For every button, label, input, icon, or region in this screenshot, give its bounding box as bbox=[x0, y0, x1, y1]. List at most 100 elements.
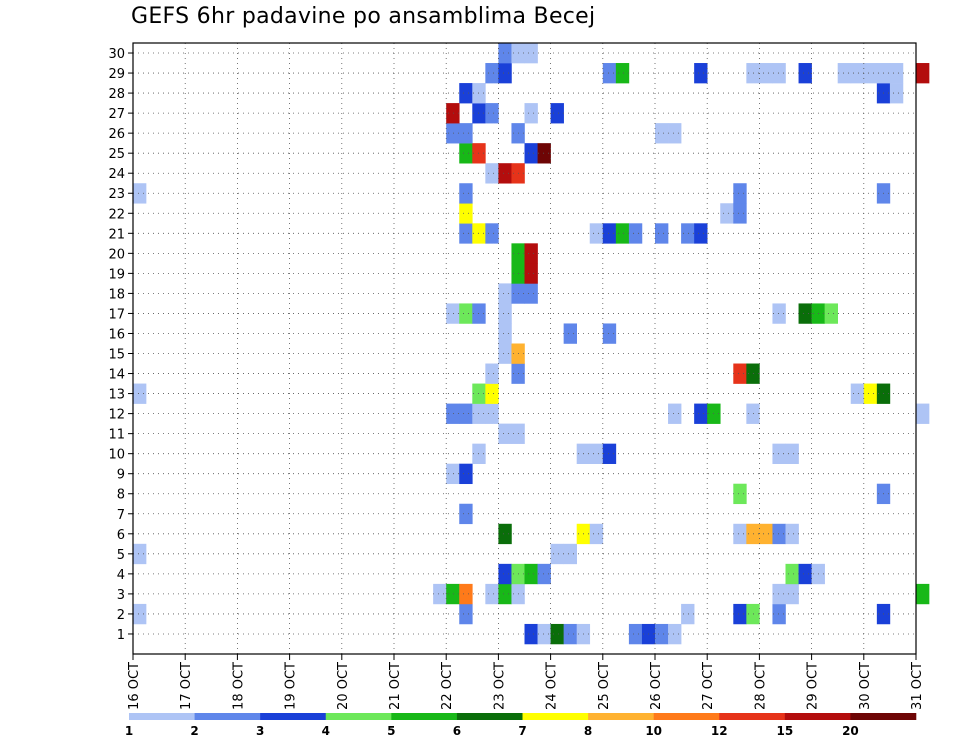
y-tick-label: 30 bbox=[108, 47, 125, 62]
data-cell bbox=[563, 323, 577, 344]
y-tick-label: 13 bbox=[108, 388, 125, 403]
y-tick-label: 26 bbox=[108, 127, 125, 142]
legend-color-segment bbox=[522, 713, 589, 720]
legend-label: 5 bbox=[387, 724, 395, 738]
data-cell bbox=[524, 623, 538, 645]
data-cell bbox=[485, 383, 499, 404]
data-cell bbox=[916, 583, 930, 605]
data-cell bbox=[446, 123, 460, 144]
data-cell bbox=[133, 183, 147, 204]
data-cell bbox=[459, 603, 473, 625]
data-cell bbox=[759, 523, 773, 545]
legend-label: 10 bbox=[645, 724, 662, 738]
data-cell bbox=[655, 623, 669, 645]
y-tick-label: 4 bbox=[117, 568, 125, 583]
y-tick-label: 7 bbox=[117, 508, 125, 523]
y-tick-label: 18 bbox=[108, 287, 125, 302]
data-cell bbox=[498, 323, 512, 344]
y-tick-label: 24 bbox=[108, 167, 125, 182]
data-cell bbox=[459, 143, 473, 164]
data-cell bbox=[785, 563, 799, 585]
x-tick-label: 28 OCT bbox=[753, 662, 768, 710]
data-cell bbox=[733, 603, 747, 625]
legend-label: 7 bbox=[518, 724, 526, 738]
y-tick-label: 12 bbox=[108, 408, 125, 423]
data-cell bbox=[668, 623, 682, 645]
data-cell bbox=[850, 63, 865, 84]
data-cell bbox=[772, 523, 786, 545]
y-tick-label: 28 bbox=[108, 87, 125, 102]
data-cell bbox=[498, 343, 512, 364]
data-cell bbox=[824, 303, 838, 324]
x-tick-label: 31 OCT bbox=[910, 662, 925, 710]
x-tick-label: 17 OCT bbox=[179, 662, 194, 710]
data-cell bbox=[485, 63, 499, 84]
data-cell bbox=[133, 603, 147, 625]
data-cell bbox=[589, 223, 604, 244]
legend-label: 4 bbox=[322, 724, 330, 738]
y-tick-label: 10 bbox=[108, 448, 125, 463]
data-cell bbox=[602, 323, 617, 344]
data-cell bbox=[485, 403, 499, 424]
legend-color-segment bbox=[194, 713, 261, 720]
data-cell bbox=[837, 63, 852, 84]
data-cell bbox=[498, 283, 512, 304]
x-tick-label: 22 OCT bbox=[440, 662, 455, 710]
data-cell bbox=[133, 383, 147, 404]
data-cell bbox=[694, 63, 708, 84]
data-cell bbox=[485, 223, 499, 244]
data-cell bbox=[863, 63, 878, 84]
data-cell bbox=[446, 303, 460, 324]
data-cell bbox=[733, 203, 747, 224]
data-cell bbox=[772, 303, 786, 324]
data-cell bbox=[772, 63, 786, 84]
legend-label: 1 bbox=[125, 724, 133, 738]
y-tick-label: 27 bbox=[108, 107, 125, 122]
data-cell bbox=[733, 523, 747, 545]
y-tick-label: 23 bbox=[108, 187, 125, 202]
data-cell bbox=[615, 223, 630, 244]
data-cell bbox=[772, 583, 786, 605]
data-cell bbox=[798, 303, 812, 324]
data-cell bbox=[772, 603, 786, 625]
y-tick-label: 8 bbox=[117, 488, 125, 503]
data-cell bbox=[133, 543, 147, 565]
data-cell bbox=[628, 223, 643, 244]
data-cell bbox=[433, 583, 447, 605]
legend-color-segment bbox=[588, 713, 654, 720]
data-cell bbox=[785, 523, 799, 545]
y-tick-label: 17 bbox=[108, 307, 125, 322]
data-cell bbox=[446, 103, 460, 124]
data-cell bbox=[602, 443, 617, 464]
data-cell bbox=[655, 123, 669, 144]
x-tick-label: 24 OCT bbox=[545, 662, 560, 710]
data-cell bbox=[681, 223, 695, 244]
y-tick-label: 19 bbox=[108, 267, 125, 282]
data-cell bbox=[916, 63, 930, 84]
x-tick-label: 26 OCT bbox=[649, 662, 664, 710]
data-cell bbox=[459, 183, 473, 204]
data-cell bbox=[498, 523, 512, 545]
legend-color-segment bbox=[456, 713, 523, 720]
data-cell bbox=[524, 263, 538, 284]
legend-label: 8 bbox=[584, 724, 592, 738]
data-cell bbox=[550, 543, 564, 565]
x-tick-label: 21 OCT bbox=[388, 662, 403, 710]
data-cell bbox=[537, 563, 551, 585]
y-tick-label: 15 bbox=[108, 348, 125, 363]
data-cell bbox=[563, 543, 577, 565]
data-cell bbox=[602, 223, 617, 244]
data-cell bbox=[524, 243, 538, 264]
x-tick-label: 25 OCT bbox=[597, 662, 612, 710]
data-cell bbox=[798, 563, 812, 585]
data-cell bbox=[498, 423, 512, 444]
data-cell bbox=[459, 463, 473, 485]
data-cell bbox=[733, 183, 747, 204]
y-tick-label: 22 bbox=[108, 207, 125, 222]
legend-color-segment bbox=[391, 713, 458, 720]
data-cell bbox=[498, 43, 512, 64]
y-tick-label: 6 bbox=[117, 528, 125, 543]
data-cell bbox=[850, 383, 865, 404]
y-tick-label: 16 bbox=[108, 327, 125, 342]
